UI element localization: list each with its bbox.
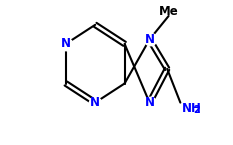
Text: Me: Me bbox=[159, 5, 178, 18]
Text: 2: 2 bbox=[193, 105, 200, 115]
Text: N: N bbox=[61, 37, 71, 50]
Text: N: N bbox=[144, 33, 154, 46]
Text: NH: NH bbox=[182, 102, 202, 115]
Text: N: N bbox=[90, 96, 100, 109]
Text: N: N bbox=[144, 96, 154, 109]
